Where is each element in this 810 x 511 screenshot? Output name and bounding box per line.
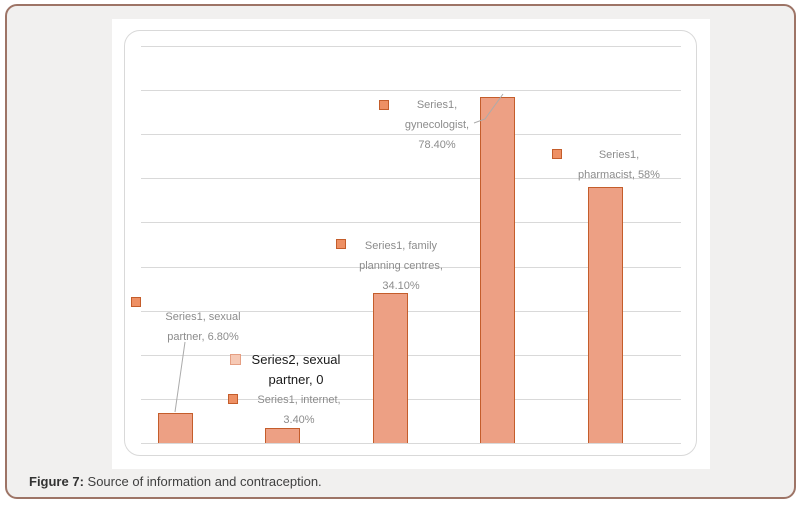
data-label-line: 78.40% xyxy=(418,139,456,151)
data-label-line: Series1, sexual xyxy=(165,311,241,323)
data-label-line: partner, 0 xyxy=(268,372,324,387)
gridline-90 xyxy=(141,46,681,47)
figure-caption-text: Source of information and contraception. xyxy=(87,474,322,489)
bar-family-planning-centres xyxy=(373,293,408,443)
data-label-line: 34.10% xyxy=(382,280,420,292)
label-marker-series1-internet xyxy=(228,394,238,404)
figure-caption-number: Figure 7: xyxy=(29,474,84,489)
gridline-0 xyxy=(141,443,681,444)
chart-plot-border xyxy=(124,30,697,456)
data-label-line: Series1, family xyxy=(364,240,438,252)
label-marker-series1-pharmacist xyxy=(552,149,562,159)
bar-internet xyxy=(265,428,300,443)
data-label-series1-pharmacist: Series1, pharmacist, 58% xyxy=(544,145,694,185)
data-label-line: partner, 6.80% xyxy=(167,331,239,343)
gridline-50 xyxy=(141,222,681,223)
figure-panel: Series1, sexual partner, 6.80% Series2, se… xyxy=(5,4,796,499)
gridline-10 xyxy=(141,399,681,400)
figure-caption: Figure 7: Source of information and cont… xyxy=(29,474,322,489)
gridline-80 xyxy=(141,90,681,91)
gridline-30 xyxy=(141,311,681,312)
data-label-line: 3.40% xyxy=(283,414,315,426)
data-label-line: Series1, xyxy=(416,99,458,111)
data-label-series1-internet: Series1, internet, 3.40% xyxy=(234,390,364,430)
data-label-series1-family-planning-centres: Series1, family planning centres, 34.10% xyxy=(326,236,476,296)
data-label-series1-gynecologist: Series1, gynecologist, 78.40% xyxy=(377,95,497,155)
gridline-20 xyxy=(141,355,681,356)
data-label-line: gynecologist, xyxy=(404,119,470,131)
data-label-series1-sexual-partner: Series1, sexual partner, 6.80% xyxy=(138,307,268,347)
data-label-series2-sexual-partner: Series2, sexual partner, 0 xyxy=(226,350,366,390)
gridline-60 xyxy=(141,178,681,179)
data-label-line: Series1, internet, xyxy=(257,394,341,406)
bar-pharmacist xyxy=(588,187,623,443)
data-label-line: Series1, xyxy=(598,149,640,161)
bar-sexual-partner xyxy=(158,413,193,443)
gridline-40 xyxy=(141,267,681,268)
label-marker-series1-gynecologist xyxy=(379,100,389,110)
data-label-line: Series2, sexual xyxy=(251,352,341,367)
gridline-70 xyxy=(141,134,681,135)
chart-canvas: Series1, sexual partner, 6.80% Series2, se… xyxy=(112,19,710,469)
label-marker-series1-family-planning-centres xyxy=(336,239,346,249)
label-marker-series1-sexual-partner xyxy=(131,297,141,307)
label-marker-series2-sexual-partner xyxy=(230,354,241,365)
bar-gynecologist xyxy=(480,97,515,443)
data-label-line: planning centres, xyxy=(359,260,443,272)
data-label-line: pharmacist, 58% xyxy=(578,169,660,181)
